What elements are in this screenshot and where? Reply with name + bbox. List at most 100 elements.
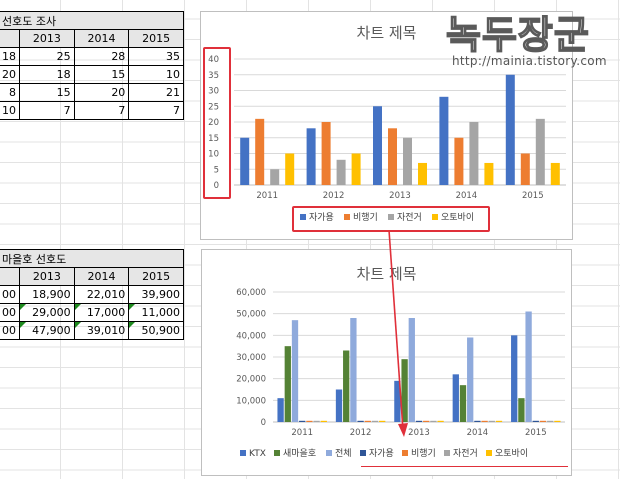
bar-자전거 bbox=[535, 118, 545, 185]
chart-1[interactable]: 차트 제목 0 5 10 15 20 25 30 35 40 2011 2012 2013 2014 20… bbox=[200, 11, 573, 240]
bar-자가용 bbox=[357, 420, 364, 422]
x-tick-label: 2012 bbox=[350, 428, 372, 438]
bar-KTX bbox=[335, 389, 343, 422]
table2-cell[interactable]: 00 bbox=[0, 285, 20, 304]
chart-1-title[interactable]: 차트 제목 bbox=[356, 24, 417, 42]
bar-자전거 bbox=[488, 420, 495, 422]
y-tick-label: 0 bbox=[261, 418, 266, 428]
legend-swatch bbox=[486, 450, 492, 456]
y-tick-label: 20,000 bbox=[236, 375, 266, 385]
bar-자가용 bbox=[306, 128, 316, 185]
bar-비행기 bbox=[520, 153, 530, 185]
bar-자전거 bbox=[403, 137, 412, 185]
table2-cell[interactable]: 50,900 bbox=[128, 321, 184, 340]
legend-label: 자가용 bbox=[309, 212, 334, 223]
legend-swatch bbox=[388, 214, 394, 220]
legend-label: 오토바이 bbox=[495, 448, 528, 459]
legend-label: 오토바이 bbox=[441, 212, 474, 223]
bar-자가용 bbox=[439, 96, 449, 185]
bar-새마을호 bbox=[459, 385, 467, 422]
table1-cell[interactable]: 10 bbox=[0, 101, 20, 120]
bar-오토바이 bbox=[437, 420, 444, 422]
table1-cell[interactable]: 20 bbox=[0, 65, 20, 84]
bar-비행기 bbox=[364, 420, 371, 422]
chart-2[interactable]: 차트 제목 0 10,000 20,000 30,000 40,000 50,000 60,… bbox=[201, 249, 572, 476]
table1-header[interactable]: 2015 bbox=[128, 29, 184, 48]
bar-자전거 bbox=[371, 420, 379, 422]
table2-cell[interactable]: 39,010 bbox=[73, 321, 130, 340]
bar-자가용 bbox=[240, 137, 250, 185]
bar-오토바이 bbox=[550, 162, 560, 185]
table1-cell[interactable]: 7 bbox=[128, 101, 184, 120]
table2-cell[interactable]: 22,010 bbox=[73, 285, 130, 304]
bar-오토바이 bbox=[495, 420, 503, 422]
x-tick-label: 2013 bbox=[408, 428, 430, 438]
legend-swatch bbox=[344, 214, 350, 220]
y-tick-label: 5 bbox=[214, 165, 219, 175]
x-tick-label: 2014 bbox=[467, 428, 489, 438]
bar-전체 bbox=[291, 320, 299, 422]
table1-cell[interactable]: 10 bbox=[128, 65, 184, 84]
chart-1-plot: 0 5 10 15 20 25 30 35 40 2011 2012 2013 2014 2015 자가용 비… bbox=[208, 55, 566, 223]
table2-cell[interactable]: 00 bbox=[0, 321, 20, 340]
table1-cell[interactable]: 7 bbox=[73, 101, 130, 120]
bar-자가용 bbox=[532, 420, 539, 422]
table1-header[interactable]: 2013 bbox=[19, 29, 75, 48]
bar-전체 bbox=[350, 318, 357, 422]
table1-header-cut[interactable] bbox=[0, 29, 20, 48]
table2-header[interactable]: 2013 bbox=[19, 267, 75, 286]
bar-자가용 bbox=[299, 420, 306, 422]
chart-2-title[interactable]: 차트 제목 bbox=[356, 265, 417, 283]
bar-비행기 bbox=[306, 420, 313, 422]
bar-KTX bbox=[394, 380, 401, 422]
table1-cell[interactable]: 18 bbox=[19, 65, 75, 84]
bar-오토바이 bbox=[484, 162, 494, 185]
y-tick-label: 60,000 bbox=[236, 288, 266, 298]
legend-swatch bbox=[360, 450, 366, 456]
legend-swatch bbox=[240, 450, 246, 456]
x-tick-label: 2013 bbox=[389, 191, 411, 201]
bar-자전거 bbox=[313, 420, 320, 422]
x-tick-label: 2012 bbox=[323, 191, 345, 201]
data-table-2: 마을호 선호도 2013 2014 2015 00 18,900 22,010 39,… bbox=[0, 249, 184, 340]
bar-비행기 bbox=[454, 137, 464, 185]
table2-cell[interactable]: 39,900 bbox=[128, 285, 184, 304]
y-tick-label: 10 bbox=[208, 150, 219, 160]
bar-비행기 bbox=[481, 420, 488, 422]
legend-swatch bbox=[326, 450, 332, 456]
bar-새마을호 bbox=[401, 359, 408, 422]
bar-자가용 bbox=[415, 420, 423, 422]
y-tick-label: 0 bbox=[214, 181, 219, 191]
y-tick-label: 10,000 bbox=[236, 396, 266, 406]
legend-label: 비행기 bbox=[353, 211, 378, 223]
chart-2-plot: 0 10,000 20,000 30,000 40,000 50,000 60,000 201… bbox=[236, 288, 565, 459]
bar-비행기 bbox=[255, 118, 265, 185]
legend-label: 자전거 bbox=[453, 448, 478, 459]
watermark-logo: 녹두장군 bbox=[445, 12, 590, 58]
legend-swatch bbox=[300, 214, 306, 220]
arrow-head bbox=[398, 423, 408, 437]
y-tick-label: 40 bbox=[208, 55, 219, 65]
bar-오토바이 bbox=[351, 153, 361, 185]
bar-자전거 bbox=[270, 169, 280, 185]
legend-label: 비행기 bbox=[411, 447, 436, 459]
table2-cell[interactable]: 47,900 bbox=[19, 321, 75, 340]
legend-swatch bbox=[444, 450, 450, 456]
table2-cell[interactable]: 00 bbox=[0, 303, 20, 322]
bar-자전거 bbox=[547, 420, 554, 422]
y-tick-label: 40,000 bbox=[236, 331, 266, 341]
bar-비행기 bbox=[321, 122, 331, 185]
table2-header[interactable]: 2015 bbox=[128, 267, 184, 286]
legend-label: 전체 bbox=[335, 448, 352, 459]
bar-오토바이 bbox=[320, 420, 327, 422]
y-tick-label: 30,000 bbox=[236, 353, 266, 363]
x-tick-label: 2014 bbox=[456, 191, 478, 201]
legend-highlight-box bbox=[292, 206, 490, 232]
legend-label: 자가용 bbox=[369, 448, 394, 459]
bar-자가용 bbox=[474, 420, 481, 422]
bar-오토바이 bbox=[379, 420, 386, 422]
legend-swatch bbox=[432, 214, 438, 220]
bar-KTX bbox=[511, 335, 518, 422]
y-tick-label: 25 bbox=[208, 102, 219, 112]
y-axis-highlight-box bbox=[203, 47, 231, 199]
